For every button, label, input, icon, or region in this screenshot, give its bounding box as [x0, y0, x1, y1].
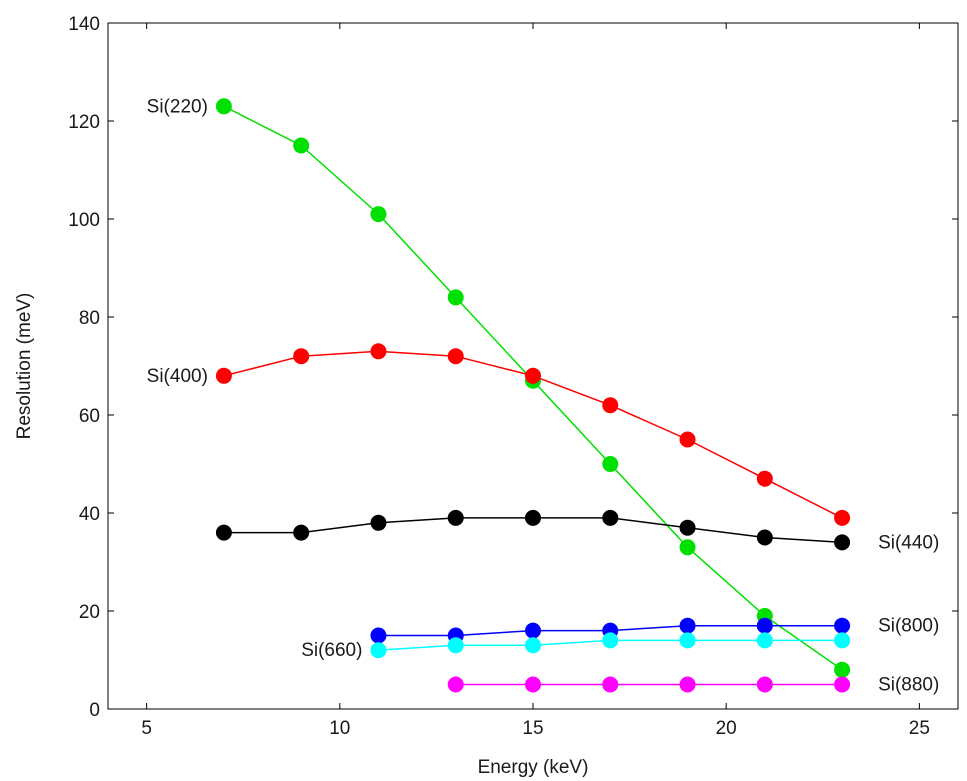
y-tick-label-4: 80 — [79, 308, 100, 329]
data-point-si-440-6 — [679, 519, 696, 536]
data-point-si-220-1 — [293, 137, 310, 154]
series-label-si-800: Si(800) — [878, 616, 939, 637]
y-tick-label-6: 120 — [68, 112, 100, 133]
x-tick-label-1: 10 — [329, 718, 350, 739]
series-label-si-220: Si(220) — [147, 96, 208, 117]
data-point-si-400-2 — [370, 343, 387, 360]
x-tick-label-2: 15 — [522, 718, 543, 739]
data-point-si-440-2 — [370, 514, 387, 531]
data-point-si-400-5 — [602, 397, 619, 414]
data-point-si-800-5 — [756, 617, 773, 634]
data-point-si-880-0 — [447, 676, 464, 693]
data-point-si-220-0 — [215, 98, 232, 115]
data-point-si-880-4 — [756, 676, 773, 693]
y-tick-label-2: 40 — [79, 504, 100, 525]
data-point-si-440-1 — [293, 524, 310, 541]
data-point-si-880-1 — [525, 676, 541, 693]
axis-ticks: 5 10 15 20 25 0 20 40 60 80 100 120 140 — [68, 14, 958, 739]
series-label-si-440: Si(440) — [878, 532, 939, 553]
plot-area — [107, 22, 959, 710]
data-point-si-800-2 — [525, 622, 541, 639]
data-point-si-220-5 — [602, 456, 619, 472]
data-point-si-440-8 — [834, 534, 851, 551]
y-tick-label-5: 100 — [68, 210, 100, 231]
data-point-si-440-7 — [756, 529, 773, 546]
series-label-si-880: Si(880) — [878, 675, 939, 696]
data-point-si-400-0 — [215, 367, 232, 384]
data-point-si-800-4 — [679, 617, 696, 634]
data-point-si-400-1 — [293, 348, 310, 365]
x-axis-label: Energy (keV) — [478, 757, 589, 778]
data-point-si-220-3 — [447, 289, 464, 306]
data-point-si-220-2 — [370, 206, 387, 223]
data-point-si-660-0 — [370, 642, 387, 659]
data-point-si-660-5 — [756, 632, 773, 649]
x-tick-label-3: 20 — [716, 718, 737, 739]
data-point-si-440-4 — [525, 509, 541, 526]
data-point-si-800-6 — [834, 617, 851, 634]
y-tick-label-0: 0 — [89, 700, 100, 721]
data-point-si-660-6 — [834, 632, 851, 649]
data-point-si-440-5 — [602, 509, 619, 526]
data-point-si-400-3 — [447, 348, 464, 365]
data-point-si-880-3 — [679, 676, 696, 693]
data-point-si-660-4 — [679, 632, 696, 649]
series-points — [215, 98, 851, 693]
y-tick-label-1: 20 — [79, 602, 100, 623]
data-point-si-220-8 — [834, 661, 851, 678]
data-point-si-660-2 — [525, 637, 541, 654]
data-point-si-800-0 — [370, 627, 387, 644]
y-tick-label-3: 60 — [79, 406, 100, 427]
data-point-si-400-6 — [679, 431, 696, 448]
data-point-si-660-3 — [602, 632, 619, 649]
data-point-si-400-7 — [756, 470, 773, 487]
series-labels: Si(220) Si(400) Si(440) Si(800) Si(660) Si(88… — [147, 96, 940, 695]
data-point-si-440-3 — [447, 509, 464, 526]
y-axis-label: Resolution (meV) — [14, 293, 35, 440]
data-point-si-440-0 — [215, 524, 232, 541]
y-tick-label-7: 140 — [68, 14, 100, 35]
series-label-si-400: Si(400) — [147, 366, 208, 387]
x-tick-label-4: 25 — [909, 718, 930, 739]
data-point-si-880-5 — [834, 676, 851, 693]
data-point-si-400-4 — [525, 367, 541, 384]
data-point-si-880-2 — [602, 676, 619, 693]
series-label-si-660: Si(660) — [301, 640, 362, 661]
x-tick-label-0: 5 — [141, 718, 152, 739]
data-point-si-660-1 — [447, 637, 464, 654]
data-point-si-400-8 — [834, 509, 851, 526]
data-point-si-220-6 — [679, 539, 696, 556]
